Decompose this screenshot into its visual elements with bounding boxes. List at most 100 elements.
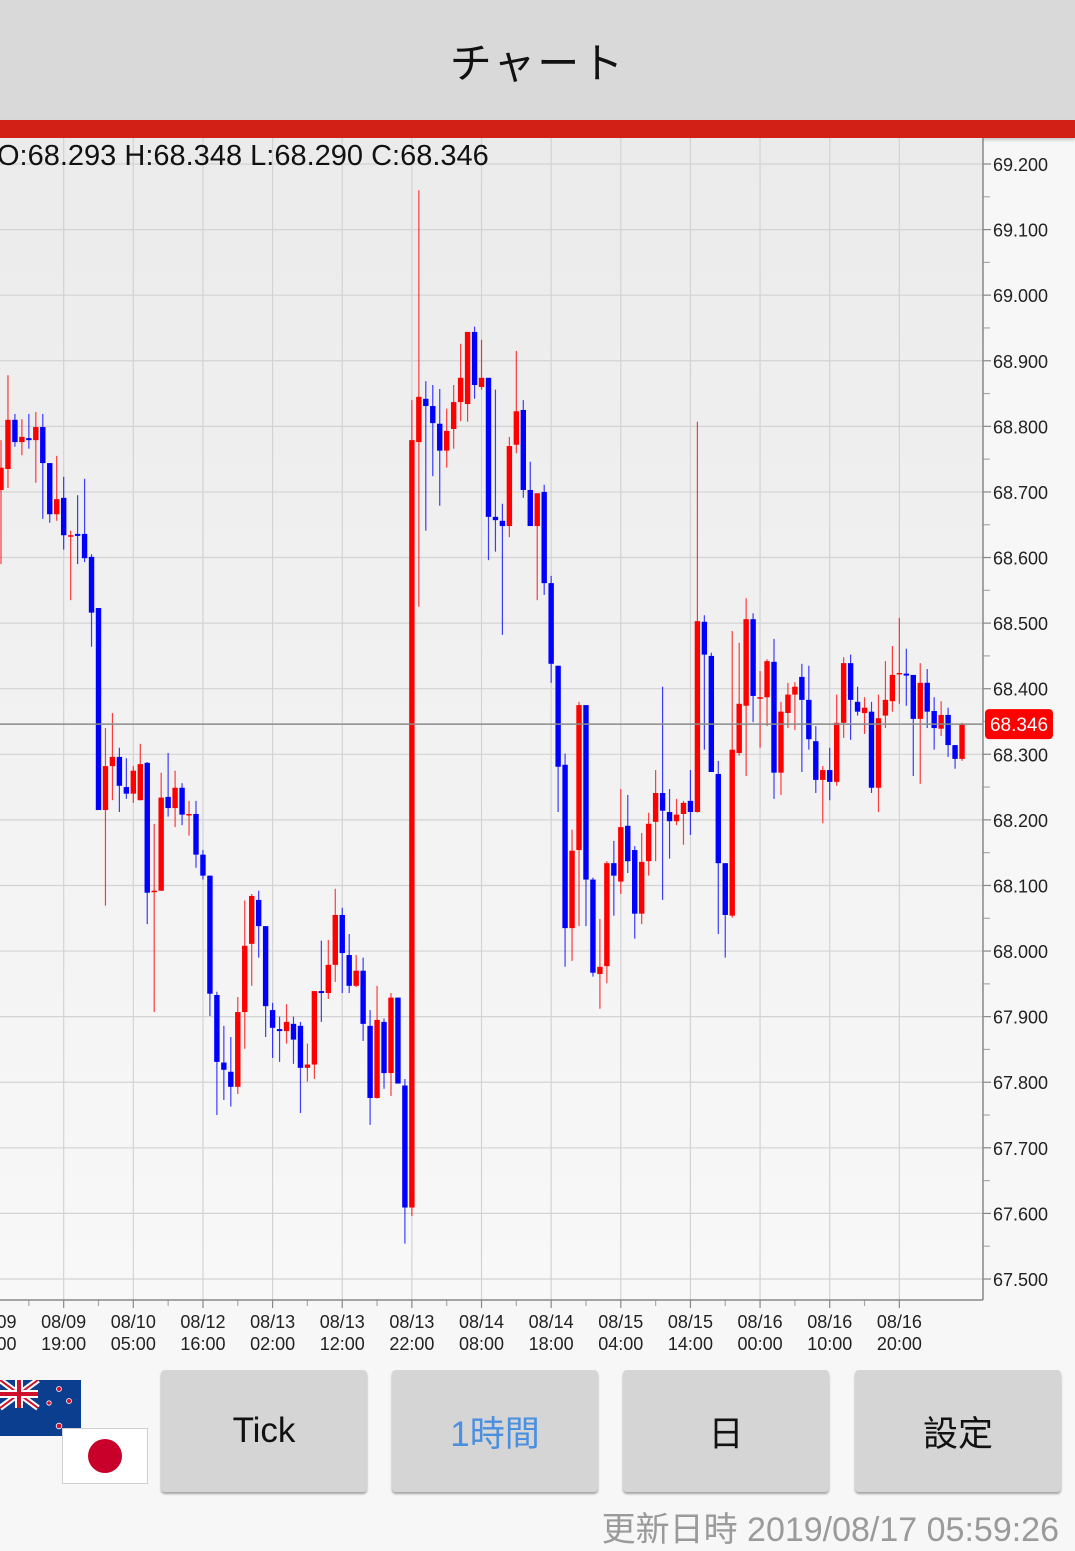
candle-body — [910, 674, 916, 719]
candle-down — [715, 760, 721, 935]
candle-down — [423, 381, 429, 531]
x-tick-time: 12:00 — [320, 1334, 365, 1354]
candle-body — [19, 436, 25, 443]
candle-body — [520, 409, 526, 490]
candle-up — [416, 190, 422, 607]
candle-down — [402, 1078, 408, 1244]
candle-body — [130, 770, 137, 794]
candle-up — [450, 385, 457, 449]
candle-down — [95, 608, 102, 811]
candle-up — [673, 798, 680, 826]
x-tick-date: 08/13 — [389, 1312, 434, 1332]
x-tick-date: 08/09 — [41, 1312, 86, 1332]
candle-body — [827, 770, 833, 782]
candle-down — [437, 388, 443, 506]
1-hour-button-label: 1時間 — [450, 1414, 540, 1454]
candle-body — [625, 825, 631, 862]
candle-body — [33, 427, 39, 441]
candle-down — [26, 413, 32, 449]
candle-body — [81, 533, 88, 559]
candle-body — [555, 665, 561, 767]
candle-body — [492, 516, 499, 521]
candle-up — [109, 712, 116, 801]
tick-button[interactable]: Tick — [161, 1370, 367, 1492]
x-tick-time: 14:00 — [668, 1334, 713, 1354]
x-tick-date: 08/13 — [250, 1312, 295, 1332]
candle-up — [882, 661, 889, 729]
nz-flag-icon — [0, 1380, 81, 1436]
candle-down — [806, 665, 812, 750]
candle-body — [736, 703, 742, 753]
candle-down — [207, 875, 213, 1016]
candle-up — [513, 350, 520, 454]
candle-body — [604, 863, 610, 967]
y-tick-label: 67.700 — [993, 1139, 1048, 1159]
candle-down — [116, 747, 123, 813]
candle-down — [74, 495, 81, 565]
candle-body — [694, 621, 701, 813]
candle-down — [193, 800, 199, 868]
y-tick-label: 68.000 — [993, 942, 1048, 962]
candle-body — [179, 787, 185, 815]
tick-button-label: Tick — [232, 1411, 296, 1450]
candle-up — [506, 436, 513, 538]
candle-body — [12, 419, 18, 443]
candle-up — [67, 530, 74, 601]
candle-down — [868, 701, 875, 793]
candle-up — [618, 789, 624, 894]
candle-body — [743, 619, 749, 706]
candle-body — [67, 535, 74, 537]
candle-body — [764, 661, 770, 698]
candle-down — [910, 674, 916, 776]
candle-down — [471, 326, 478, 399]
candle-body — [645, 823, 652, 862]
candle-up — [764, 659, 770, 727]
candle-up — [645, 812, 652, 876]
y-tick-label: 68.100 — [993, 876, 1048, 896]
x-tick-date: 08/14 — [529, 1312, 574, 1332]
candle-body — [249, 895, 255, 944]
settings-button[interactable]: 設定 — [855, 1370, 1061, 1492]
1-hour-button[interactable]: 1時間 — [392, 1370, 598, 1492]
candle-body — [137, 764, 143, 801]
candle-down — [381, 1018, 387, 1089]
x-tick-time: 09:00 — [0, 1334, 17, 1354]
y-tick-label: 67.800 — [993, 1073, 1048, 1093]
x-tick-date: 08/09 — [0, 1312, 17, 1332]
candle-up — [5, 375, 11, 489]
ohlc-readout: O:68.293 H:68.348 L:68.290 C:68.346 — [0, 140, 489, 172]
candle-down — [952, 745, 958, 769]
candle-body — [722, 863, 728, 915]
candle-down — [854, 686, 861, 716]
y-tick-label: 69.200 — [993, 155, 1048, 175]
candle-body — [708, 655, 715, 773]
candle-body — [938, 714, 944, 729]
candle-up — [833, 694, 840, 786]
candle-body — [311, 991, 318, 1065]
candle-body — [109, 756, 116, 767]
candle-body — [172, 787, 178, 809]
settings-button-label: 設定 — [922, 1414, 993, 1454]
candle-body — [88, 556, 95, 613]
candle-body — [235, 1012, 241, 1087]
candle-body — [903, 673, 910, 676]
x-tick-date: 08/14 — [459, 1312, 504, 1332]
candle-up — [889, 646, 896, 712]
candle-down — [520, 400, 526, 498]
candle-down — [81, 478, 88, 563]
x-tick-time: 18:00 — [529, 1334, 574, 1354]
candle-body — [437, 423, 443, 451]
candle-body — [750, 619, 756, 696]
daily-button[interactable]: 日 — [623, 1370, 829, 1492]
candle-down — [666, 789, 673, 859]
candlestick-chart[interactable]: 69.200 69.100 69.000 68.900 68.800 68.700 68.6… — [0, 138, 1075, 1360]
daily-button-label: 日 — [708, 1414, 744, 1454]
candle-body — [527, 489, 533, 527]
candle-body — [569, 850, 575, 929]
candle-up — [597, 918, 603, 1009]
candle-body — [102, 766, 109, 811]
candle-body — [471, 331, 478, 386]
candle-down — [12, 413, 18, 447]
candle-body — [541, 491, 547, 584]
candle-up — [19, 419, 25, 456]
